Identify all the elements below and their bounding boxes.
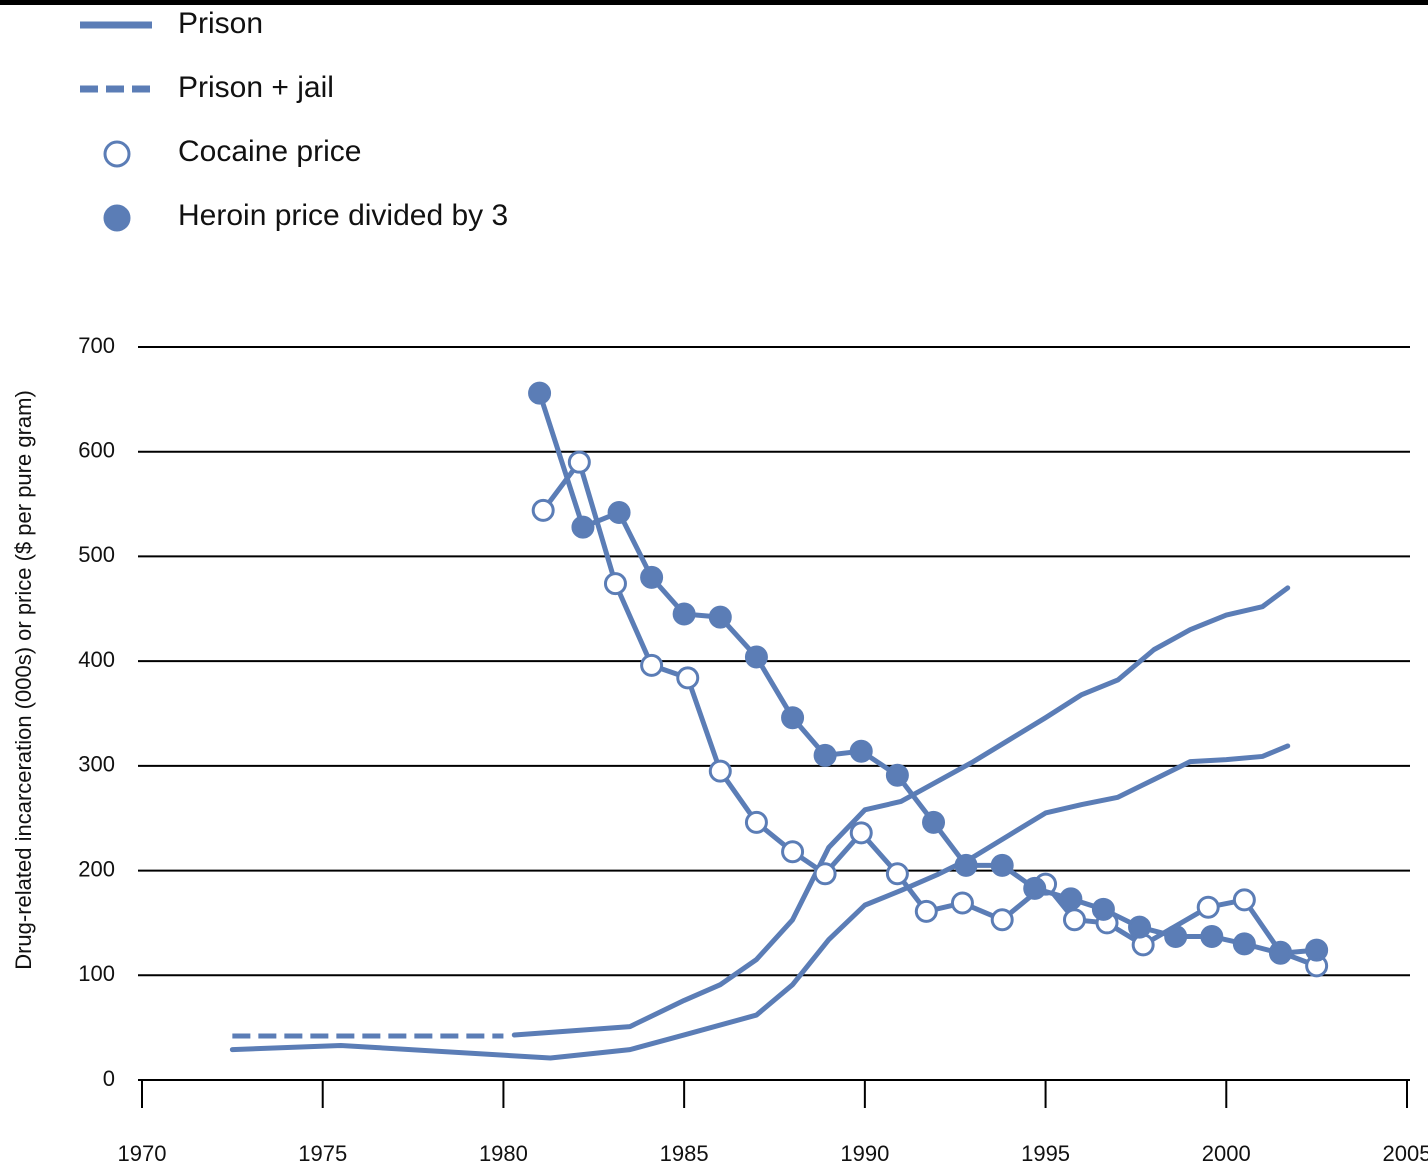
data-point	[1269, 941, 1292, 965]
data-point	[1062, 908, 1086, 932]
data-point	[744, 645, 768, 669]
x-tick-label: 1985	[660, 1141, 709, 1166]
x-tick-label: 1975	[298, 1141, 347, 1166]
data-point	[744, 810, 768, 834]
x-tick-label: 1970	[118, 1141, 167, 1166]
data-point	[531, 498, 555, 522]
y-tick-label: 600	[78, 438, 115, 463]
series-line	[511, 585, 1291, 1038]
legend-symbol	[103, 204, 131, 232]
data-point	[528, 381, 552, 405]
data-point	[567, 450, 591, 474]
legend-label: Cocaine price	[178, 135, 361, 168]
data-point	[950, 891, 974, 915]
series-line	[540, 459, 1320, 969]
data-point	[849, 739, 873, 763]
legend-label: Prison + jail	[178, 71, 334, 104]
data-point	[813, 862, 837, 886]
data-point	[1164, 925, 1188, 949]
data-point	[885, 862, 909, 886]
data-point	[781, 706, 805, 730]
data-point	[1232, 888, 1256, 912]
data-point	[672, 602, 696, 626]
data-point	[1200, 925, 1224, 949]
data-point	[1196, 895, 1220, 919]
data-point	[1091, 897, 1115, 921]
series-line	[229, 743, 1291, 1061]
data-point	[1305, 938, 1329, 962]
x-tick-label: 2000	[1202, 1141, 1251, 1166]
y-tick-label: 700	[78, 333, 115, 358]
data-point	[781, 840, 805, 864]
data-point	[849, 821, 873, 845]
data-point	[1023, 876, 1047, 900]
data-point	[708, 605, 732, 629]
data-point	[990, 908, 1014, 932]
y-tick-label: 300	[78, 752, 115, 777]
data-point	[1232, 932, 1256, 956]
y-tick-label: 200	[78, 856, 115, 881]
data-point	[676, 666, 700, 690]
data-point	[640, 653, 664, 677]
legend-symbol	[103, 140, 131, 168]
data-point	[571, 515, 595, 539]
x-tick-label: 1980	[479, 1141, 528, 1166]
x-tick-label: 1995	[1021, 1141, 1070, 1166]
data-point	[954, 853, 978, 877]
data-point	[607, 500, 631, 524]
x-tick-label: 1990	[840, 1141, 889, 1166]
top-border	[0, 0, 1428, 5]
data-point	[990, 853, 1014, 877]
data-point	[708, 759, 732, 783]
legend-label: Heroin price divided by 3	[178, 199, 508, 232]
data-point	[640, 565, 664, 589]
data-point	[813, 743, 837, 767]
data-point	[603, 572, 627, 596]
x-tick-label: 2005	[1383, 1141, 1428, 1166]
data-point	[1059, 887, 1083, 911]
y-tick-label: 100	[78, 961, 115, 986]
legend-label: Prison	[178, 7, 263, 40]
data-point	[1128, 915, 1152, 939]
y-tick-label: 0	[103, 1066, 115, 1091]
y-axis-label: Drug-related incarceration (000s) or pri…	[11, 390, 36, 970]
data-point	[914, 899, 938, 923]
y-tick-label: 400	[78, 647, 115, 672]
data-point	[885, 763, 909, 787]
y-tick-label: 500	[78, 542, 115, 567]
data-point	[922, 810, 946, 834]
